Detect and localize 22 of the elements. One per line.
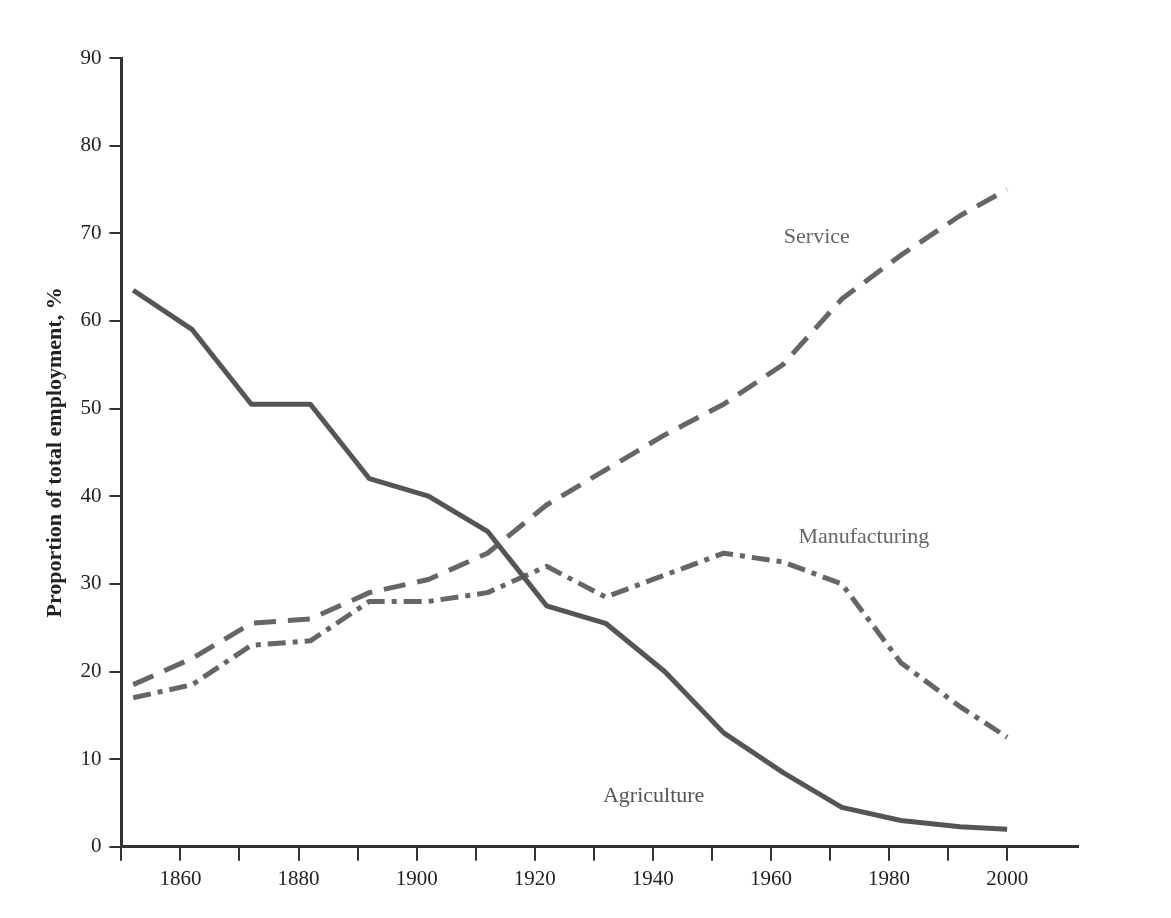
y-tick-label: 30 bbox=[80, 570, 102, 595]
x-tick-label: 1940 bbox=[631, 865, 674, 890]
x-tick-label: 1880 bbox=[277, 865, 320, 890]
y-tick-label: 50 bbox=[80, 395, 102, 420]
y-tick-label: 70 bbox=[80, 219, 102, 244]
x-tick-label: 1960 bbox=[749, 865, 792, 890]
x-tick-label: 2000 bbox=[986, 865, 1029, 890]
y-tick-label: 10 bbox=[80, 745, 102, 770]
x-tick-label: 1980 bbox=[868, 865, 911, 890]
y-tick-label: 40 bbox=[80, 482, 102, 507]
y-tick-label: 60 bbox=[80, 307, 102, 332]
x-tick-label: 1920 bbox=[513, 865, 556, 890]
x-tick-label: 1900 bbox=[395, 865, 438, 890]
series-label: Service bbox=[783, 222, 850, 248]
y-tick-label: 0 bbox=[90, 833, 102, 858]
series-label: Manufacturing bbox=[798, 522, 930, 548]
x-tick-label: 1860 bbox=[159, 865, 202, 890]
text: Agriculture bbox=[602, 782, 705, 808]
y-tick-label: 80 bbox=[80, 132, 102, 157]
y-axis-title: Proportion of total employment, % bbox=[40, 287, 66, 618]
y-tick-label: 20 bbox=[80, 658, 102, 683]
y-tick-label: 90 bbox=[80, 44, 102, 69]
